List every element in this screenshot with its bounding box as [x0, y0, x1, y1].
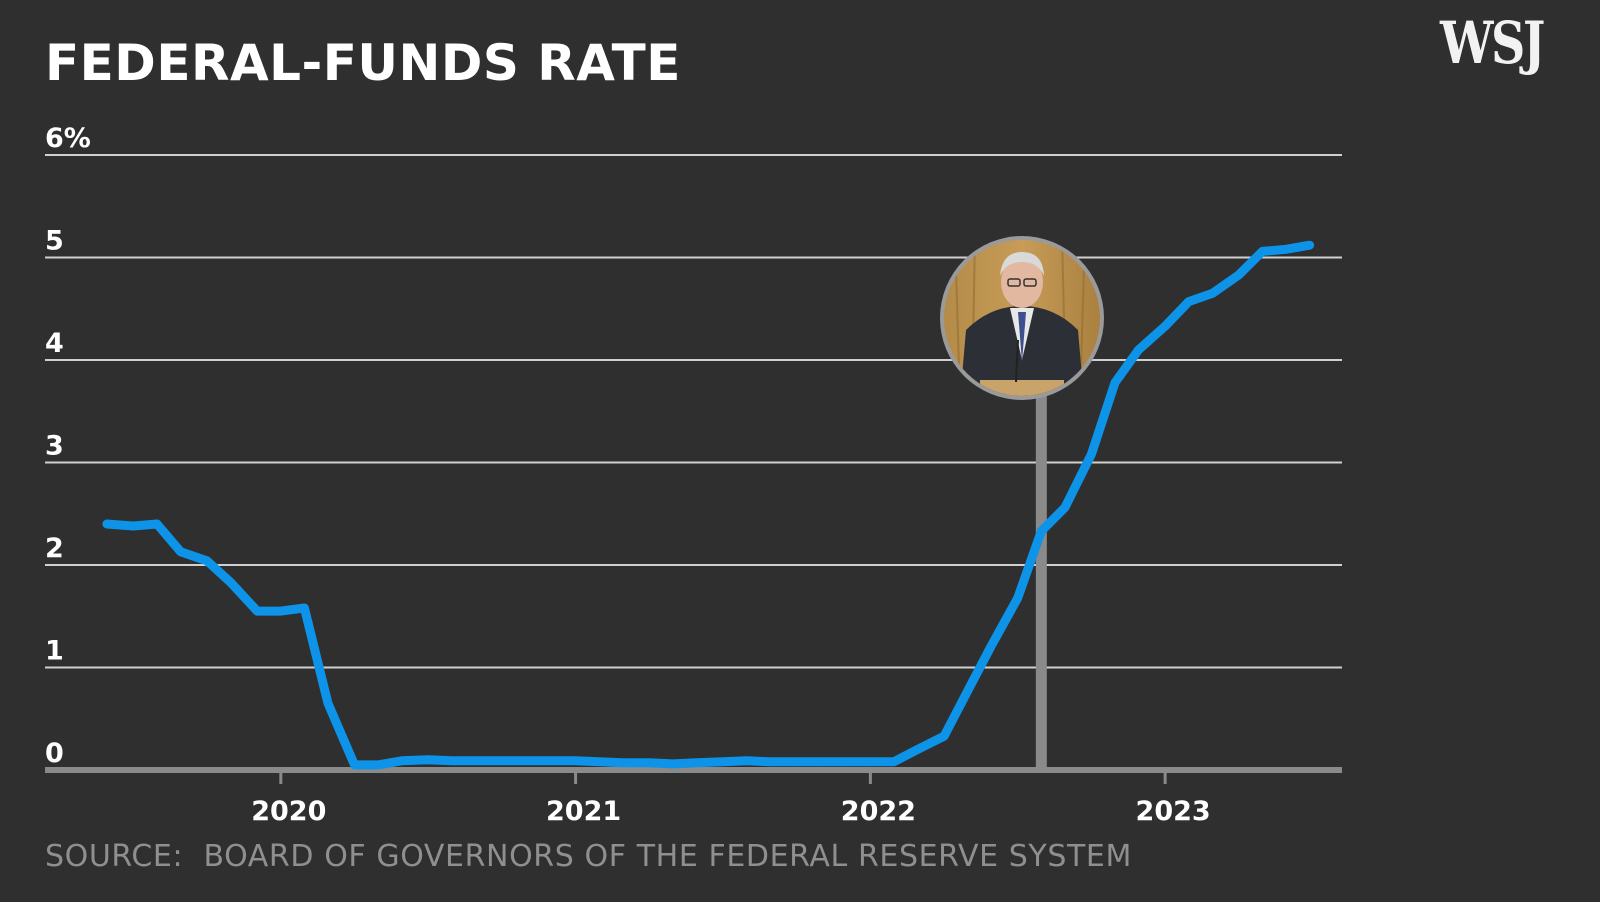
data-point: [1284, 247, 1288, 251]
presenter-portrait: [940, 236, 1104, 400]
data-point: [426, 758, 430, 762]
data-point: [1163, 324, 1167, 328]
data-point: [524, 759, 527, 763]
y-tick-label: 3: [45, 431, 64, 462]
data-point: [279, 609, 283, 613]
data-point: [1089, 452, 1093, 456]
data-point: [818, 760, 822, 764]
chart-title: FEDERAL-FUNDS RATE: [45, 34, 681, 92]
y-tick-label: 6%: [45, 123, 91, 154]
data-point: [155, 522, 159, 526]
y-tick-label: 1: [45, 636, 64, 667]
data-point: [1260, 249, 1264, 253]
data-point: [353, 763, 356, 767]
wsj-logo: WSJ: [1440, 9, 1545, 77]
data-point: [1039, 529, 1043, 533]
data-point: [574, 759, 578, 763]
source-note: SOURCE: BOARD OF GOVERNORS OF THE FEDERA…: [45, 839, 1132, 874]
data-point: [547, 759, 551, 763]
data-point: [1137, 348, 1141, 352]
data-point: [597, 760, 601, 764]
x-tick-label: 2020: [251, 796, 326, 827]
data-point: [1308, 243, 1312, 247]
data-point: [694, 761, 698, 765]
x-tick-label: 2022: [841, 796, 916, 827]
y-tick-label: 5: [45, 226, 64, 257]
data-point: [868, 760, 872, 764]
data-point: [205, 559, 209, 563]
data-point: [400, 759, 404, 763]
data-point: [450, 759, 454, 763]
data-point: [179, 550, 183, 554]
data-point: [1237, 273, 1241, 277]
data-point: [721, 760, 725, 764]
data-point: [1113, 381, 1117, 385]
data-point: [1016, 596, 1020, 600]
y-tick-label: 0: [45, 738, 64, 769]
data-point: [326, 701, 330, 705]
data-point: [473, 759, 477, 763]
data-point: [131, 524, 135, 528]
data-point: [745, 759, 749, 763]
data-point: [966, 689, 970, 693]
x-tick-label: 2023: [1136, 796, 1211, 827]
data-point: [795, 760, 799, 764]
data-point: [376, 763, 380, 767]
y-tick-label: 2: [45, 533, 64, 564]
x-tick-label: 2021: [546, 796, 621, 827]
data-point: [892, 760, 896, 764]
data-point: [255, 609, 259, 613]
data-point: [229, 580, 233, 584]
series-line-fed-funds: [102, 240, 1315, 770]
data-point: [1187, 300, 1191, 304]
data-point: [768, 760, 772, 764]
data-point: [916, 748, 919, 751]
data-point: [1063, 506, 1067, 510]
data-point: [989, 644, 993, 648]
data-point: [647, 761, 651, 765]
y-tick-label: 4: [45, 328, 64, 359]
data-point: [671, 762, 675, 766]
data-point: [621, 761, 625, 765]
data-point: [105, 522, 109, 526]
data-point: [500, 759, 504, 763]
data-point: [302, 606, 306, 610]
data-point: [942, 734, 946, 738]
data-point: [842, 760, 846, 764]
data-point: [1210, 291, 1214, 295]
